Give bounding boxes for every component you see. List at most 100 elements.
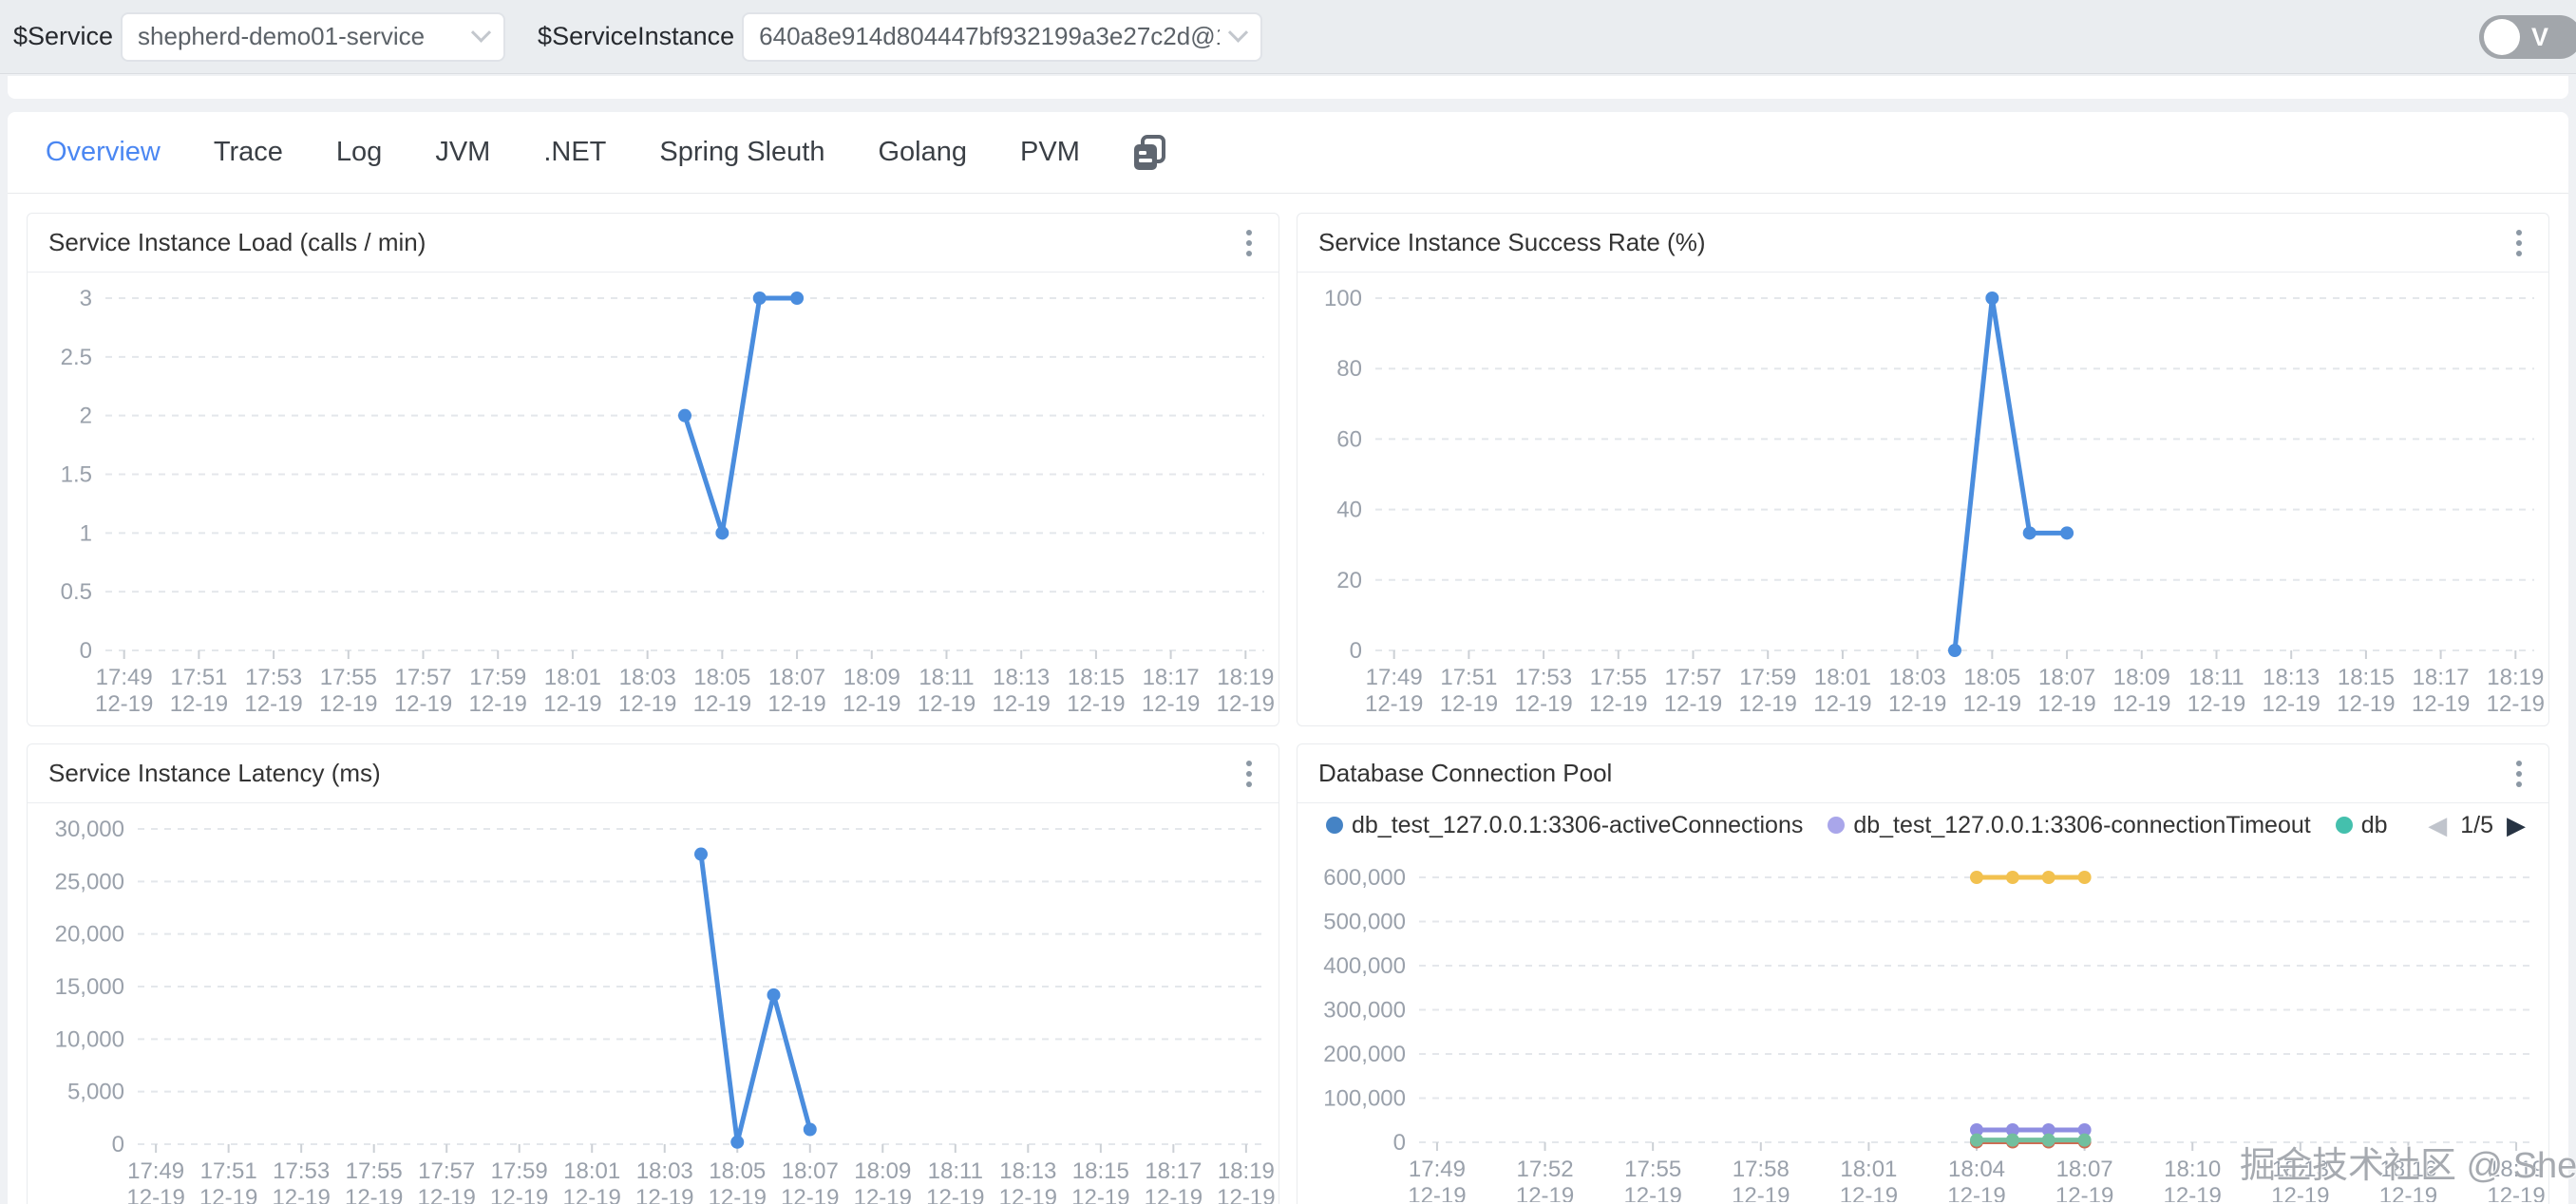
svg-text:100,000: 100,000 xyxy=(1323,1086,1406,1112)
svg-text:12-19: 12-19 xyxy=(1217,691,1275,717)
svg-text:12-19: 12-19 xyxy=(490,1185,548,1204)
svg-text:12-19: 12-19 xyxy=(1664,691,1722,717)
svg-text:12-19: 12-19 xyxy=(1440,691,1498,717)
svg-text:10,000: 10,000 xyxy=(55,1026,124,1052)
svg-text:18:01: 18:01 xyxy=(1840,1157,1897,1182)
service-instance-select[interactable]: 640a8e914d804447bf932199a3e27c2d@10.8.0.… xyxy=(742,11,1263,62)
legend-item[interactable]: db_test_127.0.0.1:3306-connectionTimeout xyxy=(1828,812,2311,839)
load-line-chart: 00.511.522.5317:4912-1917:5112-1917:5312… xyxy=(61,286,1275,717)
svg-text:80: 80 xyxy=(1336,356,1362,382)
service-instance-variable-label: $ServiceInstance xyxy=(538,22,735,50)
svg-text:18:07: 18:07 xyxy=(2038,665,2095,690)
svg-text:18:13: 18:13 xyxy=(999,1158,1056,1184)
svg-text:12-19: 12-19 xyxy=(1408,1183,1466,1202)
chevron-down-icon xyxy=(1228,22,1249,43)
svg-text:12-19: 12-19 xyxy=(2412,691,2470,717)
svg-text:18:19: 18:19 xyxy=(1218,1158,1275,1184)
svg-text:12-19: 12-19 xyxy=(918,691,975,717)
tab-jvm[interactable]: JVM xyxy=(435,137,491,167)
svg-text:18:19: 18:19 xyxy=(2487,665,2544,690)
version-toggle[interactable]: V xyxy=(2479,15,2576,59)
svg-text:17:49: 17:49 xyxy=(1409,1157,1466,1182)
svg-text:0: 0 xyxy=(112,1132,124,1157)
service-select[interactable]: shepherd-demo01-service xyxy=(121,11,506,62)
svg-text:12-19: 12-19 xyxy=(272,1185,330,1204)
tab--net[interactable]: .NET xyxy=(543,137,607,167)
svg-text:1: 1 xyxy=(80,520,92,546)
tab-spring-sleuth[interactable]: Spring Sleuth xyxy=(659,137,825,167)
panel-title: Service Instance Latency (ms) xyxy=(48,759,381,787)
legend-label: db xyxy=(2360,811,2388,838)
svg-text:100: 100 xyxy=(1324,286,1362,311)
svg-text:0: 0 xyxy=(80,638,92,664)
svg-text:18:09: 18:09 xyxy=(843,665,900,690)
svg-text:40: 40 xyxy=(1336,498,1362,523)
svg-text:12-19: 12-19 xyxy=(1813,691,1871,717)
dashboard-grid: Service Instance Load (calls / min) 0 0.5… xyxy=(8,194,2568,1204)
svg-text:18:17: 18:17 xyxy=(2413,665,2470,690)
connection-pool-line-chart: 0 100,000 200,000 300,000 400,000 500,000 600,… xyxy=(1323,865,2546,1202)
service-select-value: shepherd-demo01-service xyxy=(138,22,426,50)
svg-text:18:17: 18:17 xyxy=(1145,1158,1202,1184)
kebab-menu-icon[interactable] xyxy=(1241,224,1258,262)
panel-title: Service Instance Success Rate (%) xyxy=(1318,228,1706,256)
svg-text:18:15: 18:15 xyxy=(2338,665,2395,690)
svg-text:12-19: 12-19 xyxy=(635,1185,693,1204)
svg-text:12-19: 12-19 xyxy=(767,691,825,717)
svg-text:3: 3 xyxy=(80,286,92,311)
panel-service-instance-load: Service Instance Load (calls / min) 0 0.5… xyxy=(27,213,1279,726)
svg-text:17:51: 17:51 xyxy=(1440,665,1497,690)
svg-text:17:52: 17:52 xyxy=(1517,1157,1574,1182)
svg-text:12-19: 12-19 xyxy=(2055,1183,2113,1202)
tab-golang[interactable]: Golang xyxy=(878,137,968,167)
legend-item[interactable]: db xyxy=(2335,811,2388,839)
svg-text:12-19: 12-19 xyxy=(543,691,601,717)
svg-text:5,000: 5,000 xyxy=(67,1080,124,1105)
svg-text:12-19: 12-19 xyxy=(345,1185,403,1204)
panel-database-connection-pool: Database Connection Pool db_test_127.0.0… xyxy=(1297,743,2549,1204)
svg-text:12-19: 12-19 xyxy=(1589,691,1647,717)
svg-text:17:59: 17:59 xyxy=(469,665,526,690)
legend-item[interactable]: db_test_127.0.0.1:3306-activeConnections xyxy=(1326,812,1803,839)
svg-text:20: 20 xyxy=(1336,568,1362,593)
chart-legend: db_test_127.0.0.1:3306-activeConnections… xyxy=(1297,803,2548,847)
svg-text:1.5: 1.5 xyxy=(61,462,92,488)
toggle-label: V xyxy=(2531,22,2549,51)
svg-text:12-19: 12-19 xyxy=(1217,1185,1275,1204)
svg-text:12-19: 12-19 xyxy=(199,1185,257,1204)
tab-trace[interactable]: Trace xyxy=(213,137,283,167)
svg-text:17:51: 17:51 xyxy=(200,1158,257,1184)
svg-text:18:09: 18:09 xyxy=(854,1158,911,1184)
legend-page-indicator: 1/5 xyxy=(2460,811,2493,838)
svg-text:18:01: 18:01 xyxy=(563,1158,620,1184)
svg-text:12-19: 12-19 xyxy=(126,1185,184,1204)
svg-text:12-19: 12-19 xyxy=(843,691,900,717)
svg-text:12-19: 12-19 xyxy=(1516,1183,1574,1202)
copy-docs-icon[interactable] xyxy=(1131,134,1167,172)
kebab-menu-icon[interactable] xyxy=(1241,755,1258,793)
svg-text:18:07: 18:07 xyxy=(768,665,825,690)
svg-text:12-19: 12-19 xyxy=(1623,1183,1681,1202)
svg-text:12-19: 12-19 xyxy=(2164,1183,2222,1202)
svg-text:17:59: 17:59 xyxy=(1739,665,1796,690)
legend-prev-icon[interactable]: ◀ xyxy=(2428,810,2448,839)
svg-text:12-19: 12-19 xyxy=(1514,691,1572,717)
legend-next-icon[interactable]: ▶ xyxy=(2507,810,2526,839)
tab-pvm[interactable]: PVM xyxy=(1020,137,1080,167)
svg-text:17:57: 17:57 xyxy=(418,1158,475,1184)
svg-text:18:11: 18:11 xyxy=(928,1158,983,1184)
legend-dot-icon xyxy=(1326,817,1343,834)
kebab-menu-icon[interactable] xyxy=(2510,224,2528,262)
svg-text:18:19: 18:19 xyxy=(1217,665,1274,690)
svg-text:18:19: 18:19 xyxy=(2488,1157,2545,1182)
svg-text:12-19: 12-19 xyxy=(2379,1183,2437,1202)
svg-text:12-19: 12-19 xyxy=(2337,691,2395,717)
svg-text:12-19: 12-19 xyxy=(1365,691,1423,717)
tab-overview[interactable]: Overview xyxy=(46,137,161,167)
panel-service-instance-latency: Service Instance Latency (ms) 0 5,000 10,0… xyxy=(27,743,1279,1204)
tab-log[interactable]: Log xyxy=(335,137,383,167)
svg-text:12-19: 12-19 xyxy=(1145,1185,1203,1204)
svg-text:18:13: 18:13 xyxy=(2272,1157,2329,1182)
kebab-menu-icon[interactable] xyxy=(2510,755,2528,793)
svg-text:600,000: 600,000 xyxy=(1323,865,1406,891)
